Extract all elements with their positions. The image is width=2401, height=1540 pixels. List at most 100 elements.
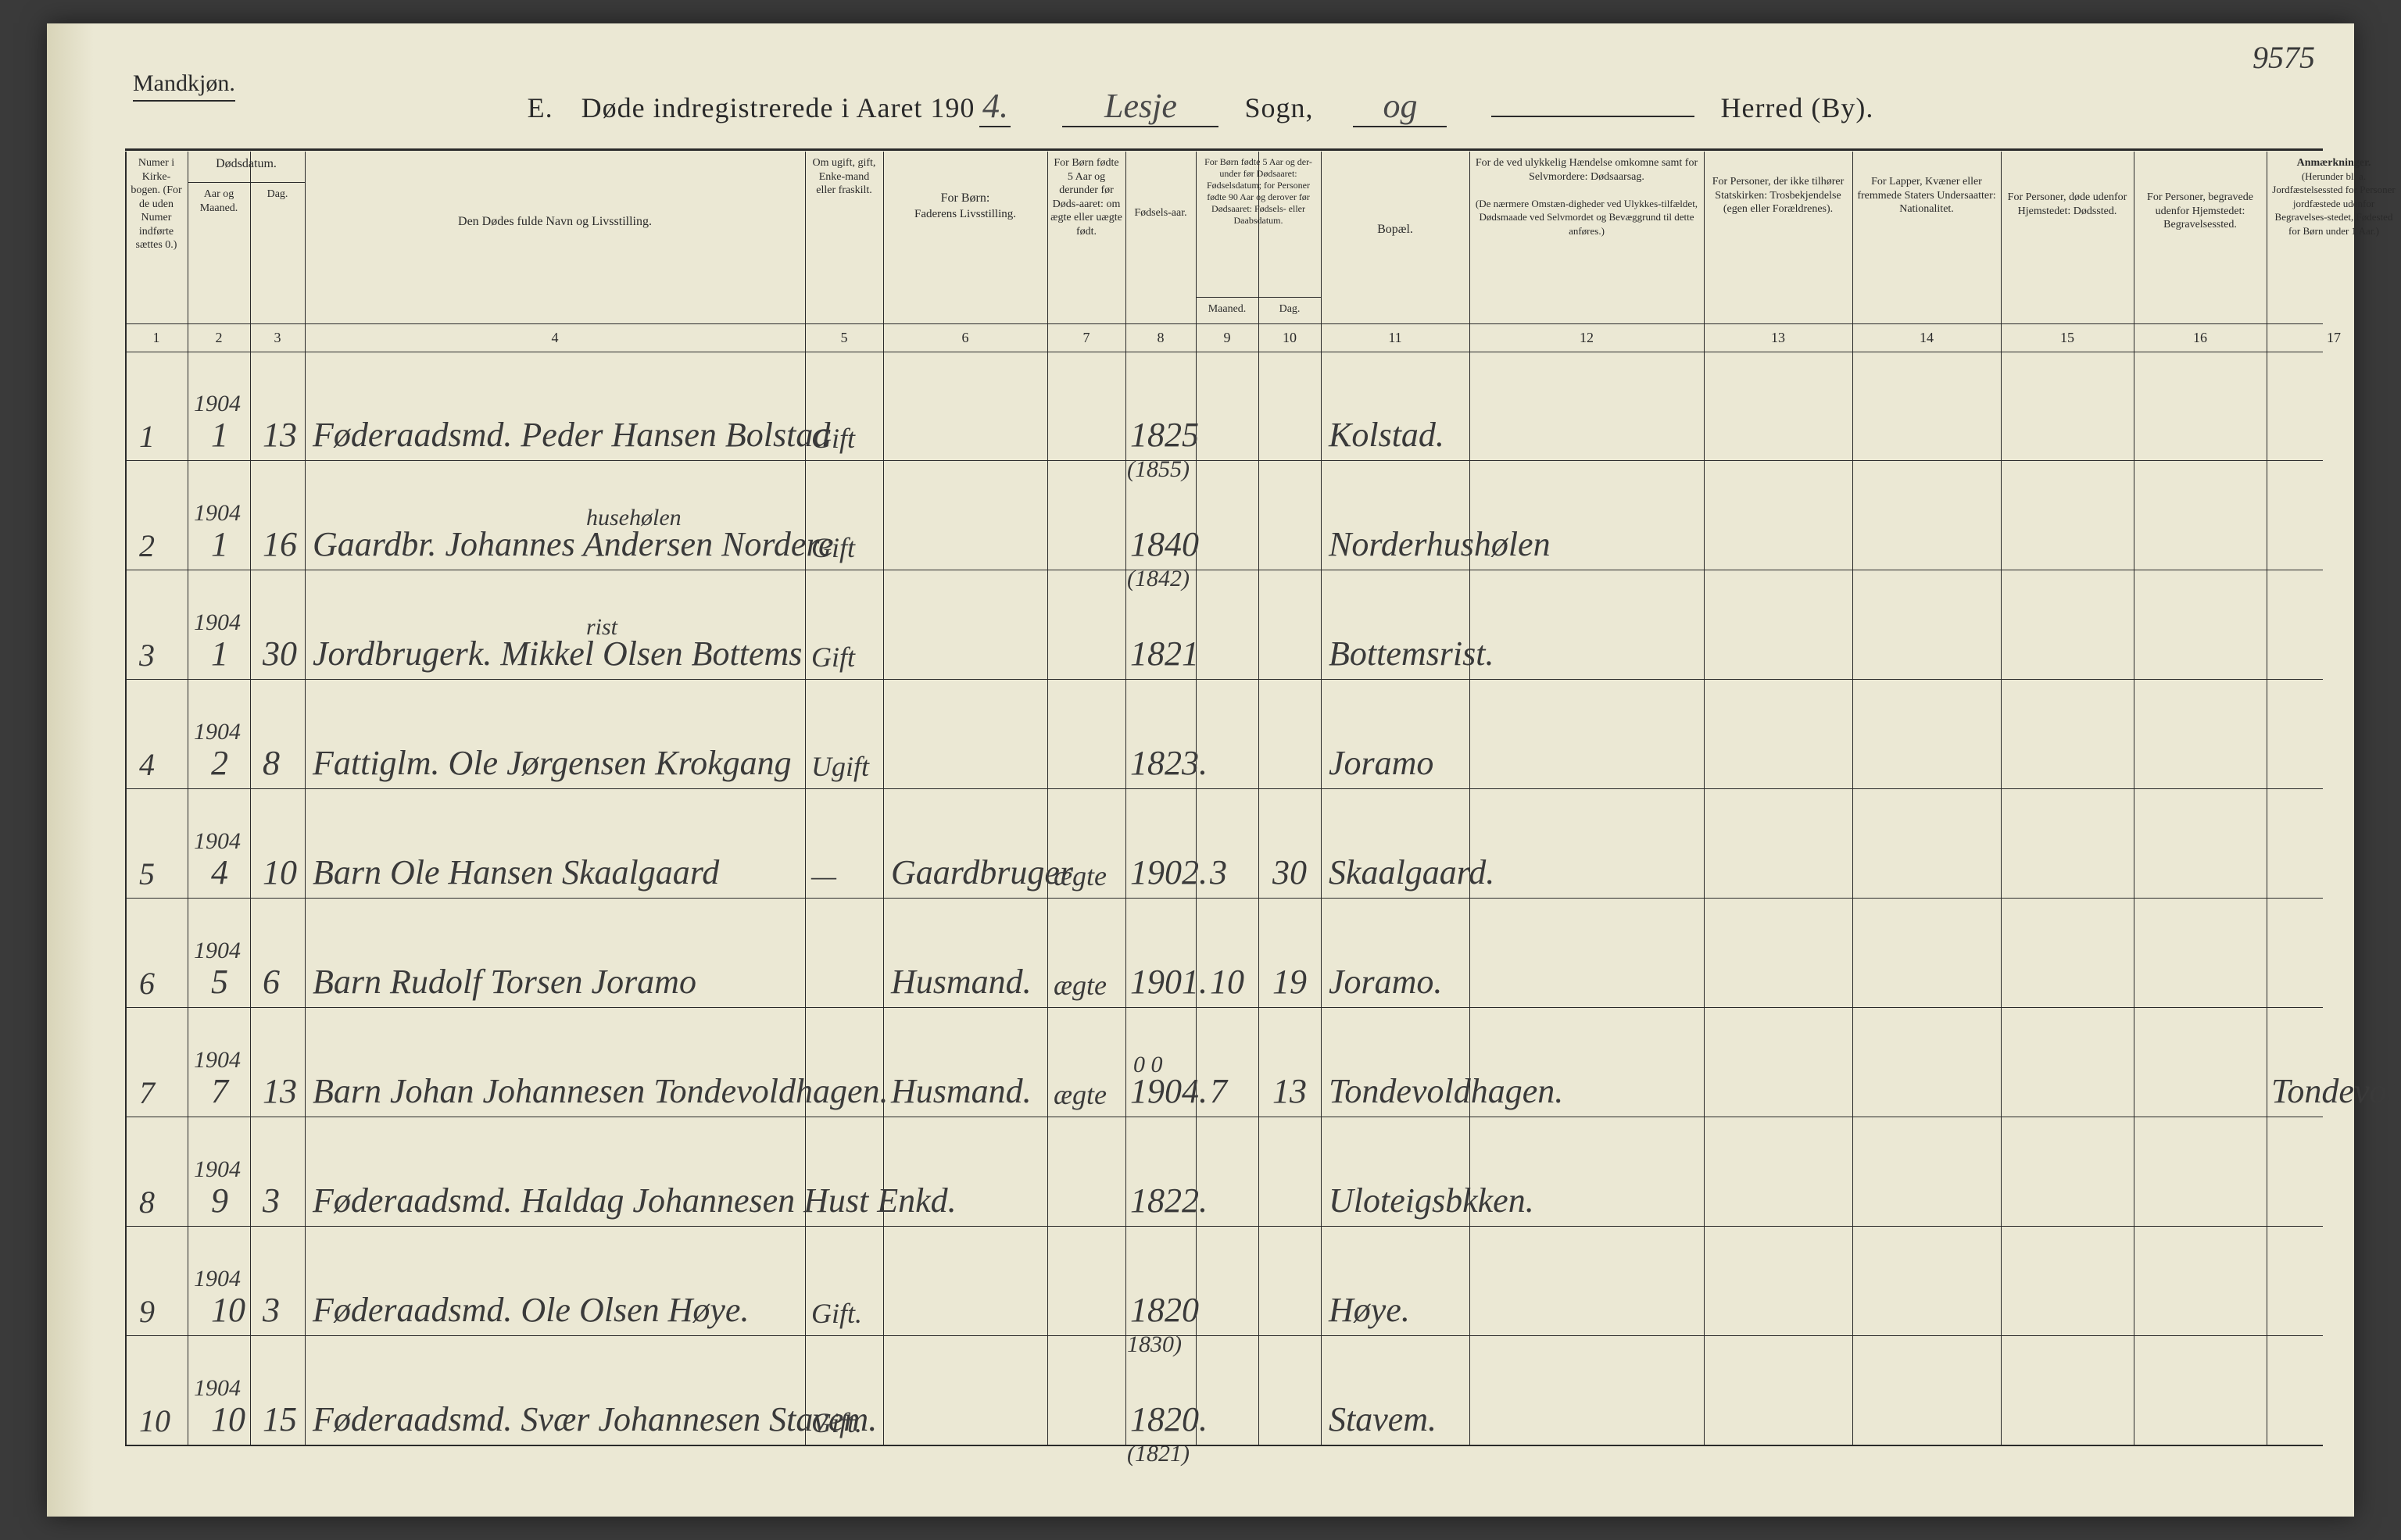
cell-text: Gaardbr. Johannes Andersen Nordere [313,524,833,564]
col17-title: Anmærkninger. [2297,157,2371,169]
paper-sheet: 9575 Mandkjøn. E. Døde indregistrerede i… [47,23,2354,1517]
cell-text: 1904 [194,719,241,745]
cell-text: 1904 [194,609,241,636]
cell-text: 7 [139,1074,155,1111]
table-row: 31904130Jordbrugerk. Mikkel Olsen Bottem… [125,570,2323,680]
cell-text: Uloteigsbkken. [1329,1181,1534,1220]
cell-text: 4 [211,852,228,892]
cell-text: 1904 [194,1375,241,1402]
cell-text: 16 [263,524,297,564]
cell-text: 1821 [1130,634,1199,674]
cell-text: Gift. [811,1406,862,1439]
og-value: og [1353,86,1447,127]
cell-text: ægte [1054,1078,1107,1111]
table-row: 71904713Barn Johan Johannesen Tondevoldh… [125,1008,2323,1117]
cell-text: 30 [263,634,297,674]
cell-text: ægte [1054,969,1107,1002]
cell-text: Ugift [811,750,869,783]
cell-text: 1823. [1130,743,1208,783]
cell-text: 4 [139,746,155,783]
cell-text: 19 [1272,962,1307,1002]
cell-text: Føderaadsmd. Peder Hansen Bolstad [313,415,830,455]
table-row: 21904116Gaardbr. Johannes Andersen Norde… [125,461,2323,570]
cell-text: 3 [263,1290,280,1330]
cell-text: Bottemsrist. [1329,634,1494,674]
cell-text: Føderaadsmd. Ole Olsen Høye. [313,1290,749,1330]
table-row: 4190428Fattiglm. Ole Jørgensen KrokgangU… [125,680,2323,789]
cell-text: Gift [811,531,855,564]
cell-text: 1820 [1130,1290,1199,1330]
col17-sub: (Herunder bl. a. Jordfæstelsessted for P… [2272,170,2395,237]
cell-text: 1820. [1130,1399,1208,1439]
col16-header: For Personer, begravede udenfor Hjemsted… [2134,152,2267,323]
table-row: 51904410Barn Ole Hansen Skaalgaard—Gaard… [125,789,2323,899]
cell-text: 13 [263,415,297,455]
cell-text: rist [586,614,617,641]
title-main: Døde indregistrerede i Aaret 190 [581,92,975,123]
column-number: 17 [2318,330,2349,346]
cell-text: Tondevoldhagen. [1329,1071,1563,1111]
column-number: 12 [1571,330,1602,346]
cell-text: 6 [263,962,280,1002]
cell-text: 3 [263,1181,280,1220]
cell-text: — [811,859,836,892]
col15-header: For Personer, døde udenfor Hjemstedet: D… [2001,152,2134,323]
title-line: E. Døde indregistrerede i Aaret 1904. Le… [47,86,2354,127]
cell-text: 2 [139,527,155,564]
cell-text: 5 [211,962,228,1002]
col14-header: For Lapper, Kvæner eller fremmede Stater… [1852,152,2001,323]
herred-label: Herred (By). [1720,92,1873,123]
cell-text: 5 [139,856,155,892]
column-number: 2 [203,330,234,346]
cell-text: 1904 [194,1156,241,1183]
cell-text: 1904 [194,938,241,964]
col1-header: Numer i Kirke-bogen. (For de uden Numer … [125,152,188,323]
cell-text: Gaardbruger [891,852,1073,892]
col6-header: For Børn: Faderens Livsstilling. [883,152,1047,323]
cell-text: 30 [1272,852,1307,892]
herred-value [1491,116,1694,117]
column-number: 9 [1211,330,1243,346]
cell-text: 9 [211,1181,228,1220]
cell-text: 8 [263,743,280,783]
cell-text: 1904 [194,391,241,417]
cell-text: 1825 [1130,415,1199,455]
column-number: 13 [1762,330,1794,346]
cell-text: Barn Rudolf Torsen Joramo [313,962,696,1002]
cell-text: 3 [1210,852,1227,892]
cell-text: 10 [139,1402,170,1439]
cell-text: 7 [1210,1071,1227,1111]
cell-text: 0 0 [1133,1052,1163,1078]
cell-text: 6 [139,965,155,1002]
cell-text: Kolstad. [1329,415,1444,455]
sogn-label: Sogn, [1244,92,1313,123]
cell-text: 1901. [1130,962,1208,1002]
cell-text: Husmand. [891,1071,1032,1111]
col9-sub2: Dag. [1258,297,1321,323]
cell-text: 13 [1272,1071,1307,1111]
cell-text: Føderaadsmd. Haldag Johannesen Hust Enkd… [313,1181,957,1220]
col8-header: Fødsels-aar. [1125,152,1196,323]
col12-sub: (De nærmere Omstæn-digheder ved Ulykkes-… [1476,198,1698,237]
cell-text: Gift [811,422,855,455]
cell-text: Fattiglm. Ole Jørgensen Krokgang [313,743,792,783]
col4-header: Den Dødes fulde Navn og Livsstilling. [305,152,805,323]
cell-text: Norderhushølen [1329,524,1551,564]
cell-text: husehølen [586,505,682,531]
title-year-digit: 4. [979,86,1011,127]
table-row: 11904113Føderaadsmd. Peder Hansen Bolsta… [125,352,2323,461]
table-row: 8190493Føderaadsmd. Haldag Johannesen Hu… [125,1117,2323,1227]
cell-text: 15 [263,1399,297,1439]
cell-text: 7 [211,1071,228,1111]
cell-text: Tondevoldhagen. [2271,1071,2401,1111]
column-numbers: 1234567891011121314151617 [125,330,2323,350]
table-row: 6190456Barn Rudolf Torsen JoramoHusmand.… [125,899,2323,1008]
cell-text: 10 [1210,962,1244,1002]
header-band: Numer i Kirke-bogen. (For de uden Numer … [125,152,2323,323]
col12-title: For de ved ulykkelig Hændelse omkomne sa… [1476,157,1698,183]
col7-header: For Børn fødte 5 Aar og derunder før Død… [1047,152,1125,323]
cell-text: 1 [211,524,228,564]
column-number: 16 [2185,330,2216,346]
cell-text: Stavem. [1329,1399,1437,1439]
col6-sub: Faderens Livsstilling. [914,208,1016,220]
